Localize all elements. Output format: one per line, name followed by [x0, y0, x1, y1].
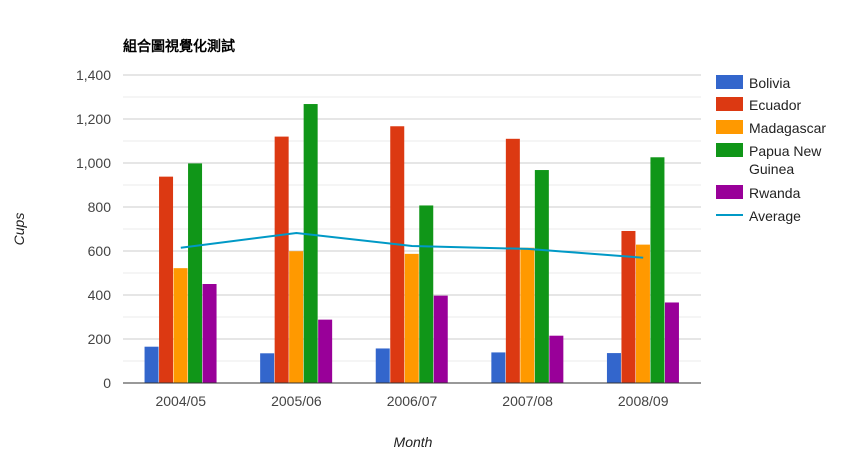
bar-rwanda[interactable]	[549, 335, 564, 383]
bar-ecuador[interactable]	[505, 138, 520, 383]
y-tick-label: 1,200	[76, 111, 111, 127]
x-tick-label: 2008/09	[618, 393, 669, 409]
bar-madagascar[interactable]	[520, 247, 535, 383]
bar-papua-new-guinea[interactable]	[188, 163, 203, 383]
y-tick-label: 200	[88, 331, 112, 347]
bar-madagascar[interactable]	[404, 253, 419, 383]
bar-ecuador[interactable]	[274, 136, 289, 383]
y-tick-label: 0	[103, 375, 111, 391]
bar-madagascar[interactable]	[635, 244, 650, 383]
bar-papua-new-guinea[interactable]	[303, 104, 318, 383]
y-tick-label: 600	[88, 243, 112, 259]
average-line[interactable]	[180, 231, 644, 259]
legend-label: Ecuador	[749, 97, 801, 113]
bar-bolivia[interactable]	[606, 353, 621, 383]
legend-label: Papua New	[749, 143, 822, 159]
legend-label: Guinea	[749, 161, 794, 177]
legend-swatch	[716, 97, 743, 111]
axes: 0 200 400 600 800 1,000 1,200 1,400 2004/05 2005/…	[76, 67, 701, 409]
bar-bolivia[interactable]	[260, 353, 275, 383]
x-tick-label: 2006/07	[387, 393, 438, 409]
bar-bolivia[interactable]	[144, 346, 159, 383]
bar-papua-new-guinea[interactable]	[534, 170, 549, 383]
legend-swatch	[716, 120, 743, 134]
bar-rwanda[interactable]	[202, 284, 217, 383]
bar-rwanda[interactable]	[318, 319, 333, 383]
bar-ecuador[interactable]	[390, 126, 405, 383]
bar-madagascar[interactable]	[173, 268, 188, 383]
chart-title: 組合圖視覺化測試	[123, 38, 235, 54]
legend-swatch	[716, 143, 743, 157]
bar-papua-new-guinea[interactable]	[650, 157, 665, 383]
bar-rwanda[interactable]	[433, 295, 448, 383]
y-tick-label: 1,400	[76, 67, 111, 83]
bar-bolivia[interactable]	[491, 352, 506, 383]
legend-label: Madagascar	[749, 120, 826, 136]
x-tick-label: 2005/06	[271, 393, 322, 409]
legend: Bolivia Ecuador Madagascar Papua New Guinea R…	[716, 75, 826, 224]
bar-bolivia[interactable]	[375, 348, 390, 383]
bar-ecuador[interactable]	[159, 176, 174, 383]
bar-papua-new-guinea[interactable]	[419, 205, 434, 383]
bars	[144, 104, 679, 383]
x-tick-label: 2004/05	[155, 393, 206, 409]
legend-label: Rwanda	[749, 185, 801, 201]
y-tick-label: 800	[88, 199, 112, 215]
bar-madagascar[interactable]	[289, 251, 304, 383]
x-axis-title: Month	[394, 434, 433, 450]
legend-swatch	[716, 75, 743, 89]
y-axis-title: Cups	[11, 213, 27, 246]
y-tick-label: 1,000	[76, 155, 111, 171]
legend-label: Bolivia	[749, 75, 790, 91]
y-tick-label: 400	[88, 287, 112, 303]
legend-swatch	[716, 185, 743, 199]
bar-rwanda[interactable]	[664, 302, 679, 383]
x-tick-label: 2007/08	[502, 393, 553, 409]
bar-ecuador[interactable]	[621, 230, 636, 383]
average-line-layer	[180, 231, 644, 259]
legend-label: Average	[749, 208, 801, 224]
